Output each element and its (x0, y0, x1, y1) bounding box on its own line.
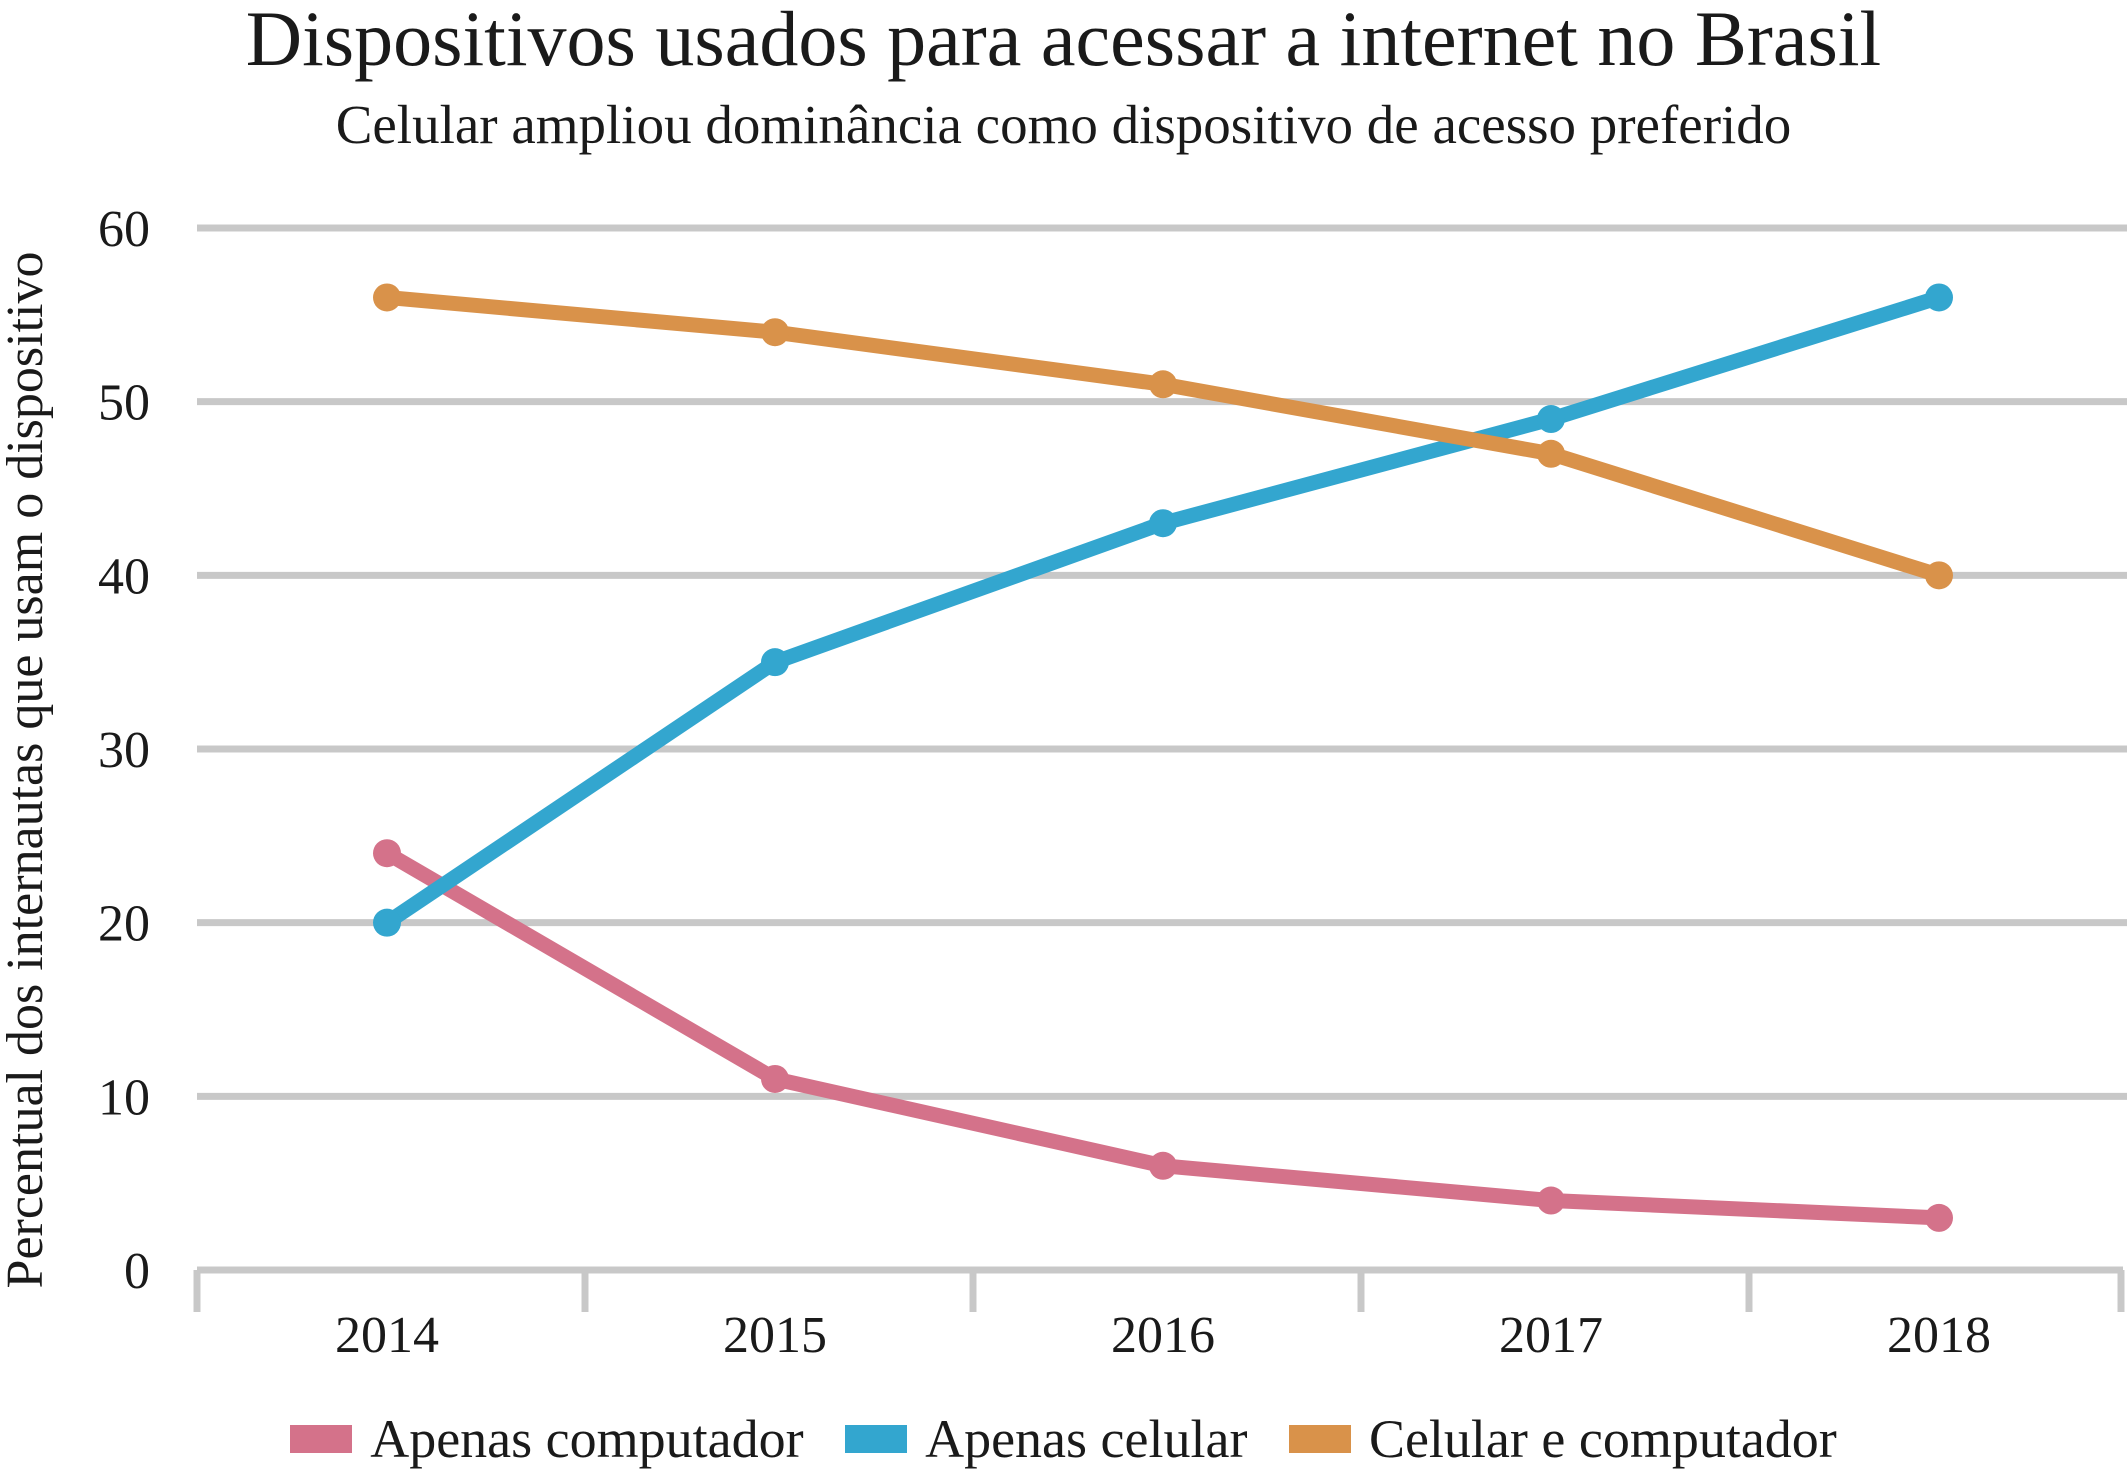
data-point (1925, 283, 1953, 312)
data-point (1537, 439, 1565, 468)
legend-swatch (845, 1425, 908, 1453)
y-tick-label: 40 (98, 548, 150, 605)
x-tick-label: 2014 (335, 1307, 439, 1364)
legend-item-apenas-computador: Apenas computador (290, 1404, 804, 1474)
chart-title: Dispositivos usados para acessar a inter… (245, 0, 1882, 82)
data-point (1925, 561, 1953, 590)
data-point (373, 839, 401, 868)
y-axis-title: Percentual dos internautas que usam o di… (0, 252, 54, 1289)
series-2 (373, 283, 1953, 937)
data-point (1925, 1203, 1953, 1232)
legend-swatch (1288, 1425, 1351, 1453)
line-chart: Percentual dos internautas que usam o di… (0, 201, 2127, 1364)
legend-label: Celular e computador (1368, 1409, 1837, 1469)
series-lines (373, 283, 1953, 1232)
data-point (1149, 509, 1177, 538)
gridlines (197, 224, 2127, 1100)
series-1 (373, 839, 1953, 1232)
data-point (1537, 405, 1565, 434)
x-axis (193, 1266, 2125, 1312)
data-point (761, 1064, 789, 1093)
y-tick-label: 20 (98, 896, 150, 953)
legend-swatch (290, 1425, 353, 1453)
y-tick-label: 60 (98, 201, 150, 258)
data-point (373, 283, 401, 312)
x-tick-label: 2018 (1887, 1307, 1991, 1364)
y-tick-label: 30 (98, 722, 150, 779)
legend-item-apenas-celular: Apenas celular (845, 1404, 1247, 1474)
data-point (761, 318, 789, 347)
data-point (761, 648, 789, 677)
y-tick-label: 50 (98, 375, 150, 432)
x-tick-label: 2015 (723, 1307, 827, 1364)
chart-subtitle: Celular ampliou dominância como disposit… (335, 94, 1792, 155)
data-point (373, 908, 401, 937)
series-3 (373, 283, 1953, 590)
legend-item-celular-e-computador: Celular e computador (1288, 1404, 1837, 1474)
legend: Apenas computador Apenas celular Celular… (0, 1400, 2127, 1474)
y-tick-label: 0 (124, 1243, 150, 1300)
legend-label: Apenas computador (370, 1409, 804, 1469)
data-point (1149, 370, 1177, 399)
x-tick-label: 2016 (1111, 1307, 1215, 1364)
y-tick-label: 10 (98, 1069, 150, 1126)
y-axis-ticks: 0 10 20 30 40 50 60 (98, 201, 150, 1300)
x-tick-label: 2017 (1499, 1307, 1603, 1364)
data-point (1149, 1151, 1177, 1180)
x-axis-ticks: 2014 2015 2016 2017 2018 (335, 1307, 1991, 1364)
data-point (1537, 1186, 1565, 1215)
legend-label: Apenas celular (925, 1409, 1248, 1469)
